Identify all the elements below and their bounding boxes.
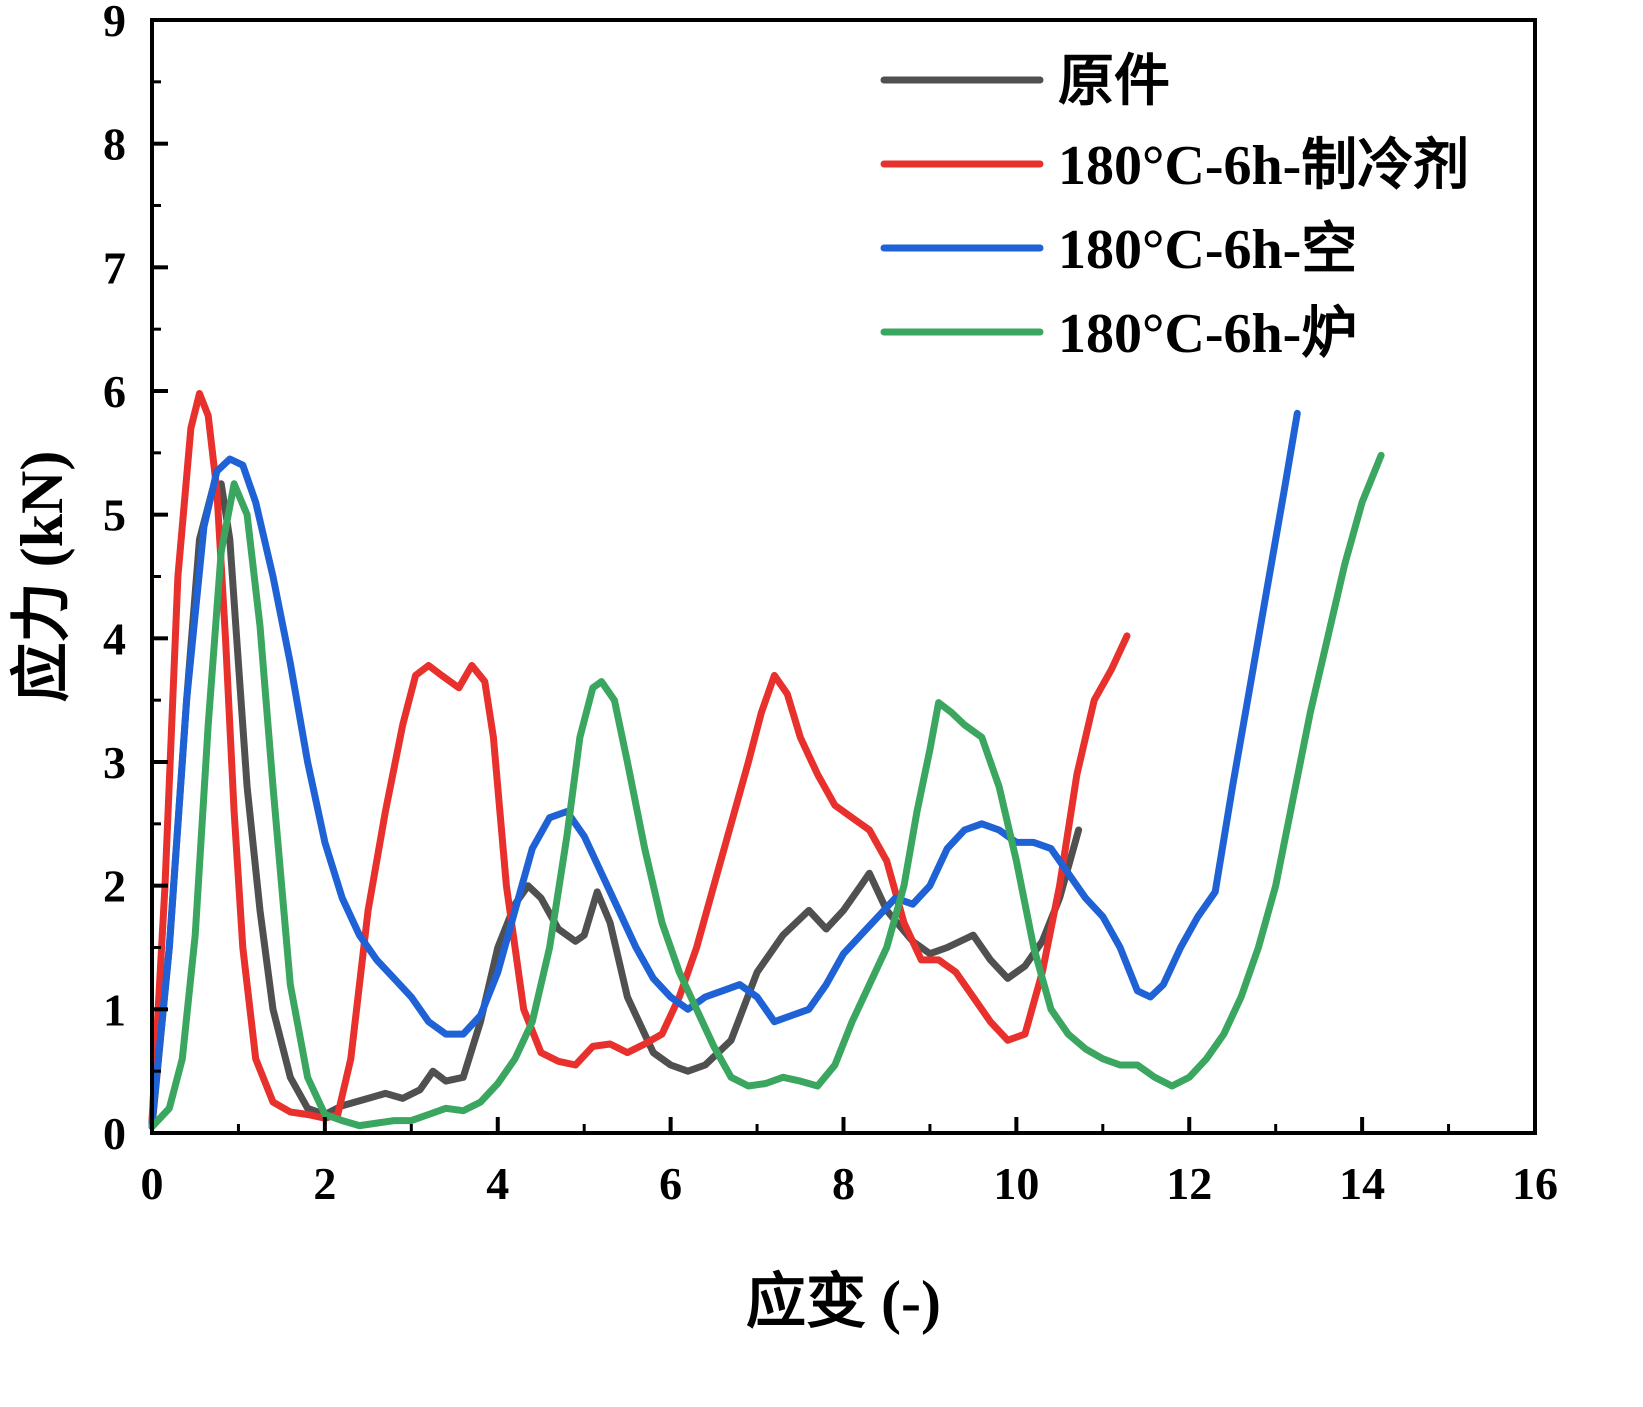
x-tick-label: 4 (486, 1158, 509, 1209)
series-layer (148, 390, 1385, 1131)
y-tick-label: 8 (103, 119, 126, 170)
x-tick-label: 14 (1339, 1158, 1385, 1209)
y-tick-label: 5 (103, 490, 126, 541)
y-tick-label: 3 (103, 737, 126, 788)
x-tick-label: 16 (1512, 1158, 1558, 1209)
series-line-1 (148, 390, 1131, 1125)
ticks-layer (150, 18, 1537, 1135)
y-tick-label: 6 (103, 366, 126, 417)
x-tick-label: 6 (659, 1158, 682, 1209)
x-axis-title: 应变 (-) (746, 1269, 941, 1335)
y-axis-title: 应力 (kN) (9, 451, 75, 703)
legend-label-1: 180°C-6h-制冷剂 (1058, 135, 1469, 197)
series-line-3 (148, 451, 1385, 1131)
y-tick-label: 4 (103, 613, 126, 664)
legend-label-3: 180°C-6h-炉 (1058, 303, 1357, 365)
y-tick-label: 0 (103, 1108, 126, 1159)
x-tick-label: 10 (993, 1158, 1039, 1209)
legend: 原件 180°C-6h-制冷剂 180°C-6h-空 180°C-6h-炉 (880, 51, 1469, 365)
legend-label-0: 原件 (1058, 51, 1170, 113)
y-tick-label: 9 (103, 0, 126, 46)
legend-label-2: 180°C-6h-空 (1058, 219, 1357, 281)
y-tick-label: 1 (103, 984, 126, 1035)
y-tick-label: 7 (103, 242, 126, 293)
x-tick-label: 12 (1166, 1158, 1212, 1209)
x-tick-label: 0 (141, 1158, 164, 1209)
series-line-2 (148, 409, 1301, 1127)
x-tick-label: 8 (832, 1158, 855, 1209)
x-tick-label: 2 (313, 1158, 336, 1209)
y-tick-label: 2 (103, 861, 126, 912)
